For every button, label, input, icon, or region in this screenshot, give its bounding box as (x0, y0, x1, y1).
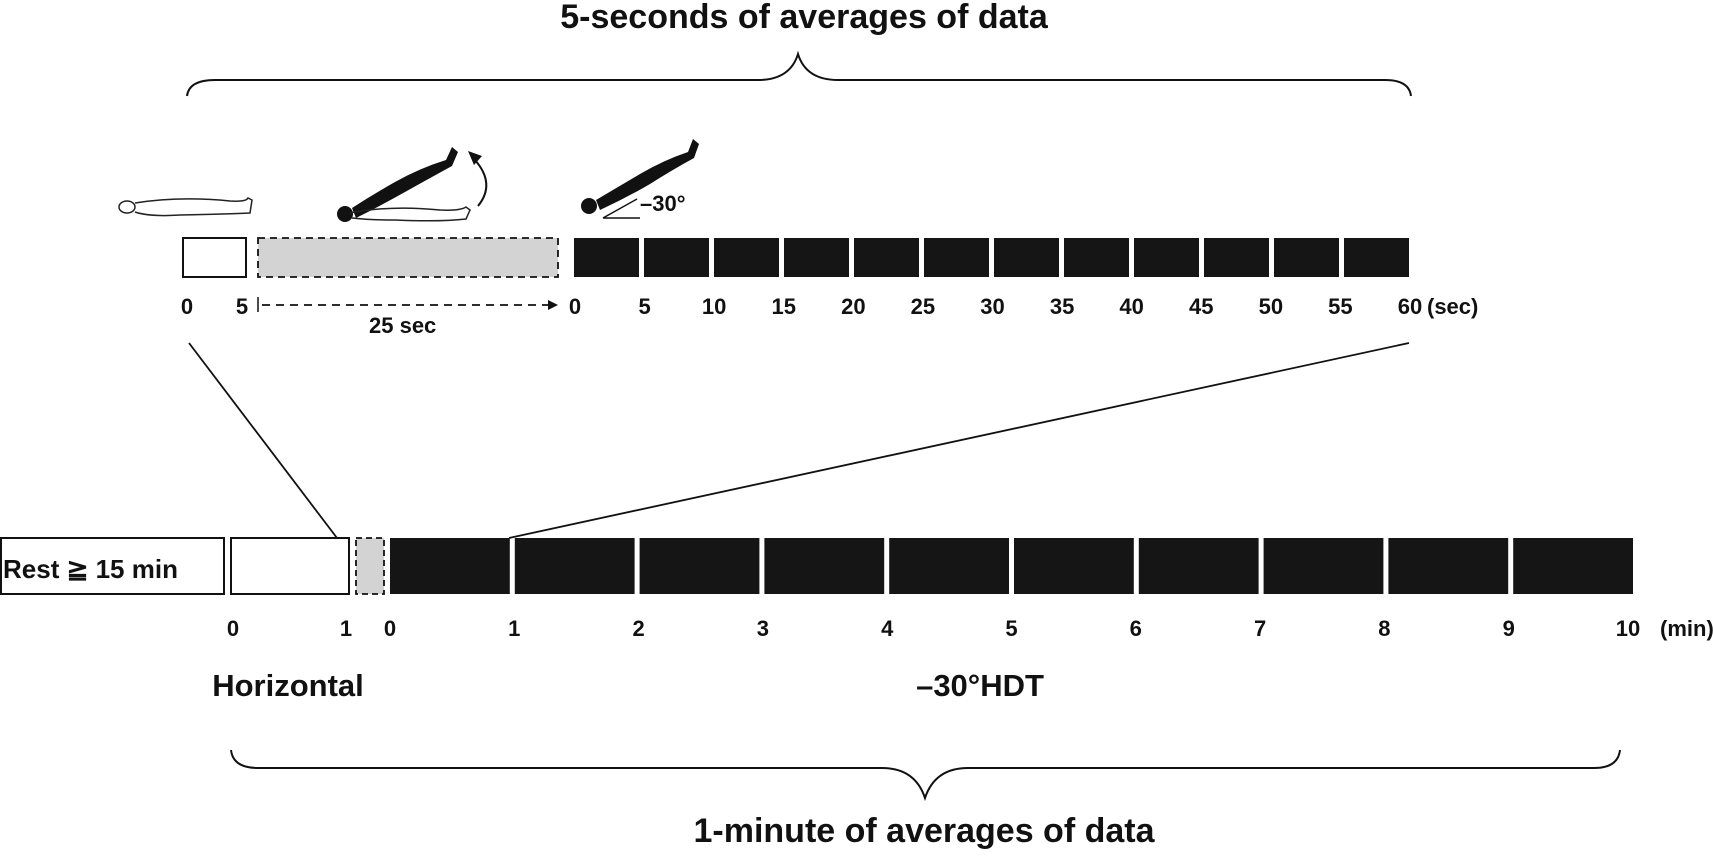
top-tilt-block (1274, 238, 1339, 277)
top-tilt-block (574, 238, 639, 277)
bottom-tilt-tick: 10 (1615, 616, 1641, 641)
top-title: 5-seconds of averages of data (560, 0, 1048, 36)
bottom-tilt-tick: 8 (1378, 616, 1391, 641)
top-tilt-block (714, 238, 779, 277)
top-brace (186, 50, 1412, 97)
bottom-transition-box (355, 537, 385, 595)
top-tilt-block (644, 238, 709, 277)
phase-horizontal-label: Horizontal (212, 668, 364, 703)
bottom-tilt-tick: 1 (508, 616, 521, 641)
top-tilt-block (1204, 238, 1269, 277)
top-tilt-block (924, 238, 989, 277)
rest-box (0, 537, 225, 595)
person-tilted-silhouette-icon (581, 139, 699, 214)
top-transition-box (257, 237, 559, 278)
bottom-tilt-block (1263, 538, 1384, 594)
bottom-tilt-block (1513, 538, 1633, 594)
bottom-title: 1-minute of averages of data (693, 812, 1155, 850)
top-unit-label: (sec) (1427, 294, 1479, 319)
top-tilt-tick: 5 (638, 294, 651, 319)
top-tilt-tick: 10 (701, 294, 727, 319)
zoom-line-left (188, 342, 338, 539)
bottom-tilt-block (1014, 538, 1134, 594)
top-baseline-tick: 0 (180, 294, 194, 319)
top-tilt-block (784, 238, 849, 277)
bottom-baseline-tick: 1 (339, 616, 353, 641)
top-tilt-tick: 60 (1397, 294, 1423, 319)
bottom-baseline-box (230, 537, 350, 595)
top-baseline-tick: 5 (235, 294, 249, 319)
bottom-tilt-tick: 2 (632, 616, 645, 641)
top-tilt-tick: 30 (980, 294, 1005, 319)
bottom-tilt-tick: 6 (1129, 616, 1142, 641)
top-tilt-block (854, 238, 919, 277)
top-tilt-tick: 40 (1119, 294, 1144, 319)
person-supine-outline-icon (118, 196, 253, 217)
angle-marker (602, 198, 640, 219)
bottom-tilt-tick: 4 (881, 616, 894, 641)
transition-duration-label: 25 sec (369, 313, 437, 338)
top-tilt-block (1064, 238, 1129, 277)
rest-label: Rest ≧ 15 min (3, 554, 178, 584)
bottom-tilt-block (1388, 538, 1509, 594)
top-tilt-tick: 0 (568, 294, 582, 319)
bottom-tilt-tick: 3 (756, 616, 770, 641)
top-tilt-tick: 15 (771, 294, 796, 319)
top-tilt-tick: 25 (910, 294, 936, 319)
zoom-line-right (508, 342, 1410, 539)
transition-arrow (257, 297, 558, 312)
phase-hdt-label: –30°HDT (916, 668, 1044, 703)
bottom-unit-label: (min) (1660, 616, 1713, 641)
bottom-baseline-tick: 0 (226, 616, 240, 641)
rotation-arrow-icon (468, 151, 488, 207)
top-tilt-tick: 50 (1258, 294, 1284, 319)
top-tilt-tick: 20 (841, 294, 866, 319)
bottom-tilt-block (764, 538, 885, 594)
bottom-tilt-block (1138, 538, 1259, 594)
bottom-brace (230, 749, 1621, 802)
top-baseline-box (182, 237, 247, 278)
top-tilt-block (1134, 238, 1199, 277)
bottom-tilt-block (514, 538, 635, 594)
bottom-tilt-tick: 5 (1005, 616, 1018, 641)
bottom-tilt-tick: 0 (383, 616, 397, 641)
bottom-tilt-tick: 9 (1502, 616, 1515, 641)
top-tilt-tick: 45 (1189, 294, 1214, 319)
top-tilt-block (1344, 238, 1409, 277)
bottom-tilt-block (889, 538, 1009, 594)
top-tilt-block (994, 238, 1059, 277)
top-tilt-tick: 35 (1049, 294, 1075, 319)
angle-label: –30° (640, 191, 686, 216)
top-tilt-tick: 55 (1328, 294, 1353, 319)
person-tilting-silhouette-icon (337, 147, 471, 222)
bottom-tilt-tick: 7 (1253, 616, 1267, 641)
bottom-tilt-block (639, 538, 760, 594)
bottom-tilt-block (390, 538, 510, 594)
